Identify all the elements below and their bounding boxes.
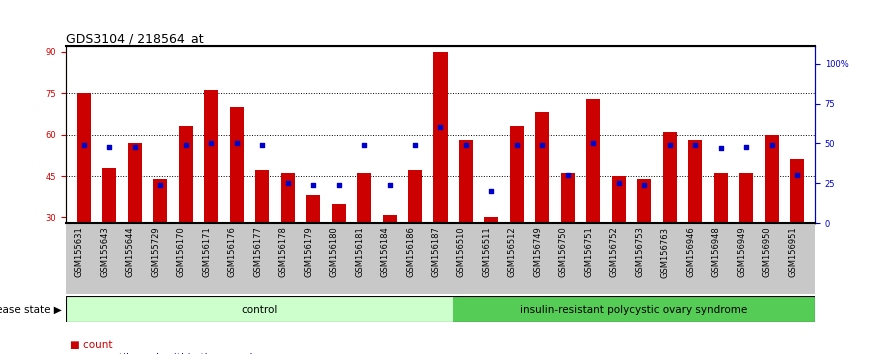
Point — [714, 145, 728, 151]
Bar — [765, 135, 779, 223]
Point — [102, 144, 116, 149]
Bar — [66, 296, 453, 322]
Text: GSM156511: GSM156511 — [483, 227, 492, 277]
Text: GSM156948: GSM156948 — [712, 227, 721, 277]
Bar — [485, 217, 499, 223]
Point — [611, 180, 626, 186]
Bar — [587, 98, 600, 223]
Text: GSM155644: GSM155644 — [126, 227, 135, 277]
Bar — [536, 113, 550, 223]
Text: GSM156178: GSM156178 — [278, 227, 288, 278]
Text: GSM156186: GSM156186 — [406, 227, 415, 278]
Bar — [663, 132, 677, 223]
Bar — [153, 179, 167, 223]
Point — [561, 172, 575, 178]
Bar — [714, 173, 728, 223]
Text: GSM156751: GSM156751 — [584, 227, 593, 277]
Text: GSM156187: GSM156187 — [432, 227, 440, 278]
Point — [281, 180, 295, 186]
Point — [790, 172, 804, 178]
Bar — [255, 171, 270, 223]
Bar — [433, 52, 448, 223]
Bar — [179, 126, 193, 223]
Text: GSM155643: GSM155643 — [100, 227, 109, 277]
Text: GSM156752: GSM156752 — [610, 227, 618, 277]
Point — [510, 142, 524, 148]
Bar — [453, 296, 815, 322]
Text: GSM156180: GSM156180 — [329, 227, 338, 277]
Point — [230, 141, 244, 146]
Point — [128, 144, 142, 149]
Bar — [739, 173, 753, 223]
Text: control: control — [241, 305, 278, 315]
Text: GSM156179: GSM156179 — [304, 227, 313, 277]
Bar — [688, 140, 702, 223]
Text: GSM156951: GSM156951 — [788, 227, 797, 277]
Text: GSM156763: GSM156763 — [661, 227, 670, 278]
Point — [153, 182, 167, 188]
Text: GSM156171: GSM156171 — [203, 227, 211, 277]
Point — [536, 142, 550, 148]
Text: GDS3104 / 218564_at: GDS3104 / 218564_at — [66, 32, 204, 45]
Point — [408, 142, 422, 148]
Text: GSM156512: GSM156512 — [508, 227, 517, 277]
Text: GSM156177: GSM156177 — [253, 227, 263, 278]
Point — [637, 182, 651, 188]
Point — [255, 142, 270, 148]
Point — [765, 142, 779, 148]
Text: GSM156510: GSM156510 — [457, 227, 466, 277]
Text: insulin-resistant polycystic ovary syndrome: insulin-resistant polycystic ovary syndr… — [521, 305, 748, 315]
Text: GSM156176: GSM156176 — [227, 227, 237, 278]
Text: disease state ▶: disease state ▶ — [0, 305, 62, 315]
Text: GSM156750: GSM156750 — [559, 227, 568, 277]
Bar — [459, 140, 473, 223]
Point — [357, 142, 371, 148]
Point — [331, 182, 345, 188]
Point — [179, 142, 193, 148]
Text: GSM155729: GSM155729 — [152, 227, 160, 277]
Point — [739, 144, 753, 149]
Bar — [102, 168, 116, 223]
Bar — [382, 215, 396, 223]
Bar — [128, 143, 142, 223]
Bar — [611, 176, 626, 223]
Point — [586, 141, 600, 146]
Bar — [637, 179, 651, 223]
Point — [306, 182, 320, 188]
Bar — [790, 159, 804, 223]
Bar — [561, 173, 575, 223]
Point — [204, 141, 218, 146]
Point — [433, 125, 448, 130]
Bar — [357, 173, 371, 223]
Point — [485, 188, 499, 194]
Point — [382, 182, 396, 188]
Text: GSM156749: GSM156749 — [533, 227, 543, 277]
Text: GSM156949: GSM156949 — [737, 227, 746, 277]
Bar — [306, 195, 320, 223]
Bar — [281, 173, 294, 223]
Bar — [408, 171, 422, 223]
Bar — [510, 126, 524, 223]
Point — [688, 142, 702, 148]
Point — [663, 142, 677, 148]
Bar — [230, 107, 244, 223]
Text: GSM156753: GSM156753 — [635, 227, 644, 278]
Text: GSM155631: GSM155631 — [75, 227, 84, 277]
Text: GSM156946: GSM156946 — [686, 227, 695, 277]
Text: ■ count: ■ count — [70, 340, 113, 350]
Text: ■ percentile rank within the sample: ■ percentile rank within the sample — [70, 353, 259, 354]
Point — [77, 142, 91, 148]
Point — [459, 142, 473, 148]
Text: GSM156950: GSM156950 — [763, 227, 772, 277]
Text: GSM156170: GSM156170 — [177, 227, 186, 277]
Bar — [77, 93, 91, 223]
Bar — [331, 204, 345, 223]
Text: GSM156184: GSM156184 — [381, 227, 389, 277]
Text: GSM156181: GSM156181 — [355, 227, 364, 277]
Bar — [204, 90, 218, 223]
